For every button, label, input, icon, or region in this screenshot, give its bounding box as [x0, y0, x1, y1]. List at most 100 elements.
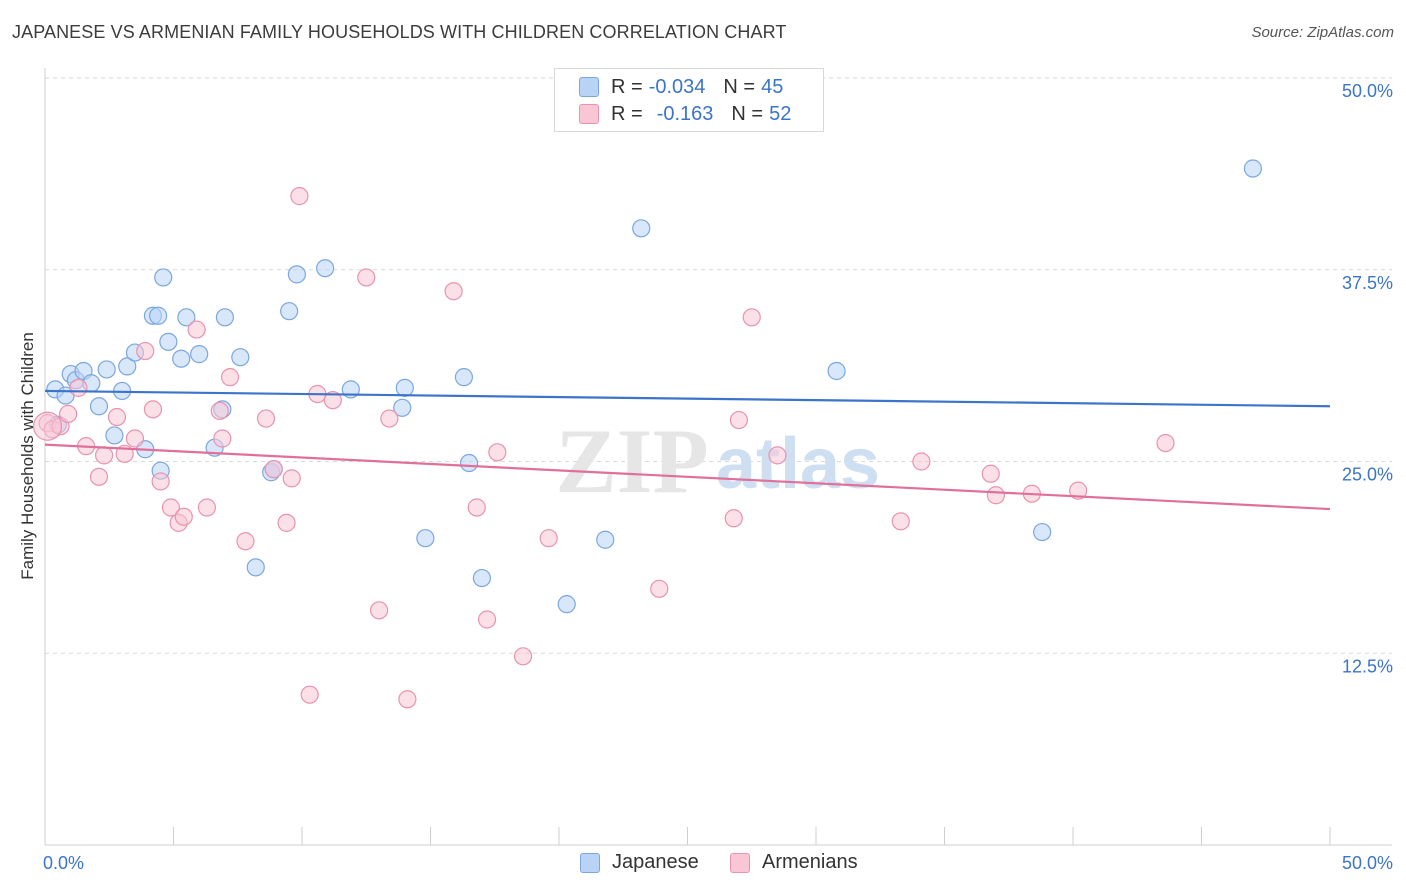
correlation-legend: R = -0.034 N = 45 R = -0.163 N = 52	[554, 68, 824, 132]
japanese-point	[105, 426, 124, 445]
japanese-point	[1033, 522, 1052, 542]
japanese-n-value: 45	[761, 75, 784, 98]
japanese-n-label: N =	[723, 75, 756, 98]
armenian-point	[264, 460, 283, 479]
armenian-point	[357, 268, 376, 287]
armenian-swatch	[579, 104, 599, 124]
bottom-legend-armenians: Armenians	[730, 851, 858, 874]
armenian-point	[197, 498, 217, 517]
japanese-point	[395, 378, 414, 397]
japanese-point	[246, 558, 265, 577]
japanese-point	[454, 368, 474, 387]
armenian-point	[277, 513, 296, 532]
data-points	[32, 159, 1263, 709]
japanese-point	[459, 453, 479, 473]
armenian-point	[210, 401, 229, 420]
armenian-legend-swatch	[730, 852, 750, 873]
armenian-point	[1069, 481, 1088, 500]
armenian-point	[136, 341, 155, 361]
armenian-point	[290, 187, 309, 206]
armenian-point	[89, 467, 109, 486]
tick-labels: 12.5% 25.0% 37.5% 50.0% 0.0% 50.0%	[43, 81, 1393, 873]
armenian-legend-label: Armenians	[762, 851, 858, 873]
armenian-point	[986, 486, 1006, 505]
armenian-point	[256, 409, 276, 428]
japanese-point	[632, 219, 651, 238]
japanese-swatch	[579, 77, 599, 97]
watermark-zip: ZIP	[555, 410, 708, 512]
armenian-point	[729, 410, 749, 430]
armenian-point	[125, 429, 145, 448]
armenian-cluster-point	[32, 411, 63, 441]
japanese-point	[393, 398, 412, 417]
armenian-point	[768, 446, 787, 465]
armenian-point	[151, 472, 170, 491]
japanese-point	[97, 360, 116, 379]
japanese-point	[287, 265, 306, 284]
japanese-point	[596, 530, 615, 549]
y-axis-label: Family Households with Children	[18, 332, 37, 580]
armenian-point	[161, 498, 181, 517]
armenian-point	[981, 464, 1000, 483]
armenian-point	[187, 320, 206, 339]
y-tick-label: 50.0%	[1342, 81, 1393, 101]
armenian-point	[467, 498, 486, 517]
armenian-point	[69, 378, 88, 397]
japanese-point	[472, 568, 491, 588]
japanese-r-value: -0.034	[648, 75, 706, 98]
y-tick-label: 25.0%	[1342, 465, 1393, 485]
armenian-point	[513, 647, 533, 666]
source-credit: Source: ZipAtlas.com	[1251, 24, 1394, 41]
armenian-point	[724, 509, 743, 528]
armenian-point	[539, 529, 558, 548]
japanese-point	[154, 268, 173, 287]
armenian-point	[220, 368, 240, 387]
japanese-point	[172, 349, 191, 368]
japanese-point	[280, 302, 299, 321]
japanese-point	[159, 332, 178, 351]
japanese-point	[118, 357, 137, 376]
armenian-point	[488, 443, 507, 462]
armenian-n-label: N =	[731, 102, 764, 125]
armenian-point	[650, 579, 669, 598]
armenian-point	[398, 690, 417, 709]
armenian-point	[891, 512, 910, 531]
japanese-legend-swatch	[580, 852, 600, 873]
armenian-trend-line	[44, 443, 1331, 511]
armenian-point	[282, 469, 301, 488]
armenian-point	[380, 409, 399, 428]
japanese-r-label: R =	[611, 75, 643, 98]
chart-title: JAPANESE VS ARMENIAN FAMILY HOUSEHOLDS W…	[12, 22, 787, 42]
japanese-point	[416, 529, 435, 548]
japanese-point	[316, 259, 335, 278]
axes	[44, 68, 1392, 846]
japanese-point	[89, 397, 109, 416]
japanese-trend-line	[44, 389, 1331, 408]
armenian-point	[323, 391, 342, 410]
x-tick-label: 0.0%	[43, 853, 84, 873]
japanese-point	[231, 348, 250, 367]
japanese-point	[148, 306, 168, 325]
armenian-r-label: R =	[611, 102, 643, 125]
armenian-point	[370, 601, 389, 620]
japanese-point	[190, 345, 209, 364]
armenian-point	[477, 610, 497, 629]
japanese-point	[215, 308, 234, 327]
armenian-point	[95, 446, 114, 465]
watermark: ZIP atlas	[555, 410, 880, 512]
armenian-point	[236, 532, 255, 551]
y-tick-label: 37.5%	[1342, 273, 1393, 293]
x-tick-label: 50.0%	[1342, 853, 1393, 873]
armenian-point	[174, 507, 193, 526]
japanese-point	[827, 361, 846, 381]
trend-lines	[44, 389, 1331, 511]
y-tick-label: 12.5%	[1342, 656, 1393, 676]
armenian-point	[107, 407, 127, 427]
armenian-point	[444, 282, 463, 301]
watermark-atlas: atlas	[716, 424, 880, 504]
armenian-n-value: 52	[769, 102, 792, 125]
armenian-point	[742, 308, 761, 327]
japanese-point	[557, 595, 576, 614]
japanese-point	[177, 308, 196, 327]
